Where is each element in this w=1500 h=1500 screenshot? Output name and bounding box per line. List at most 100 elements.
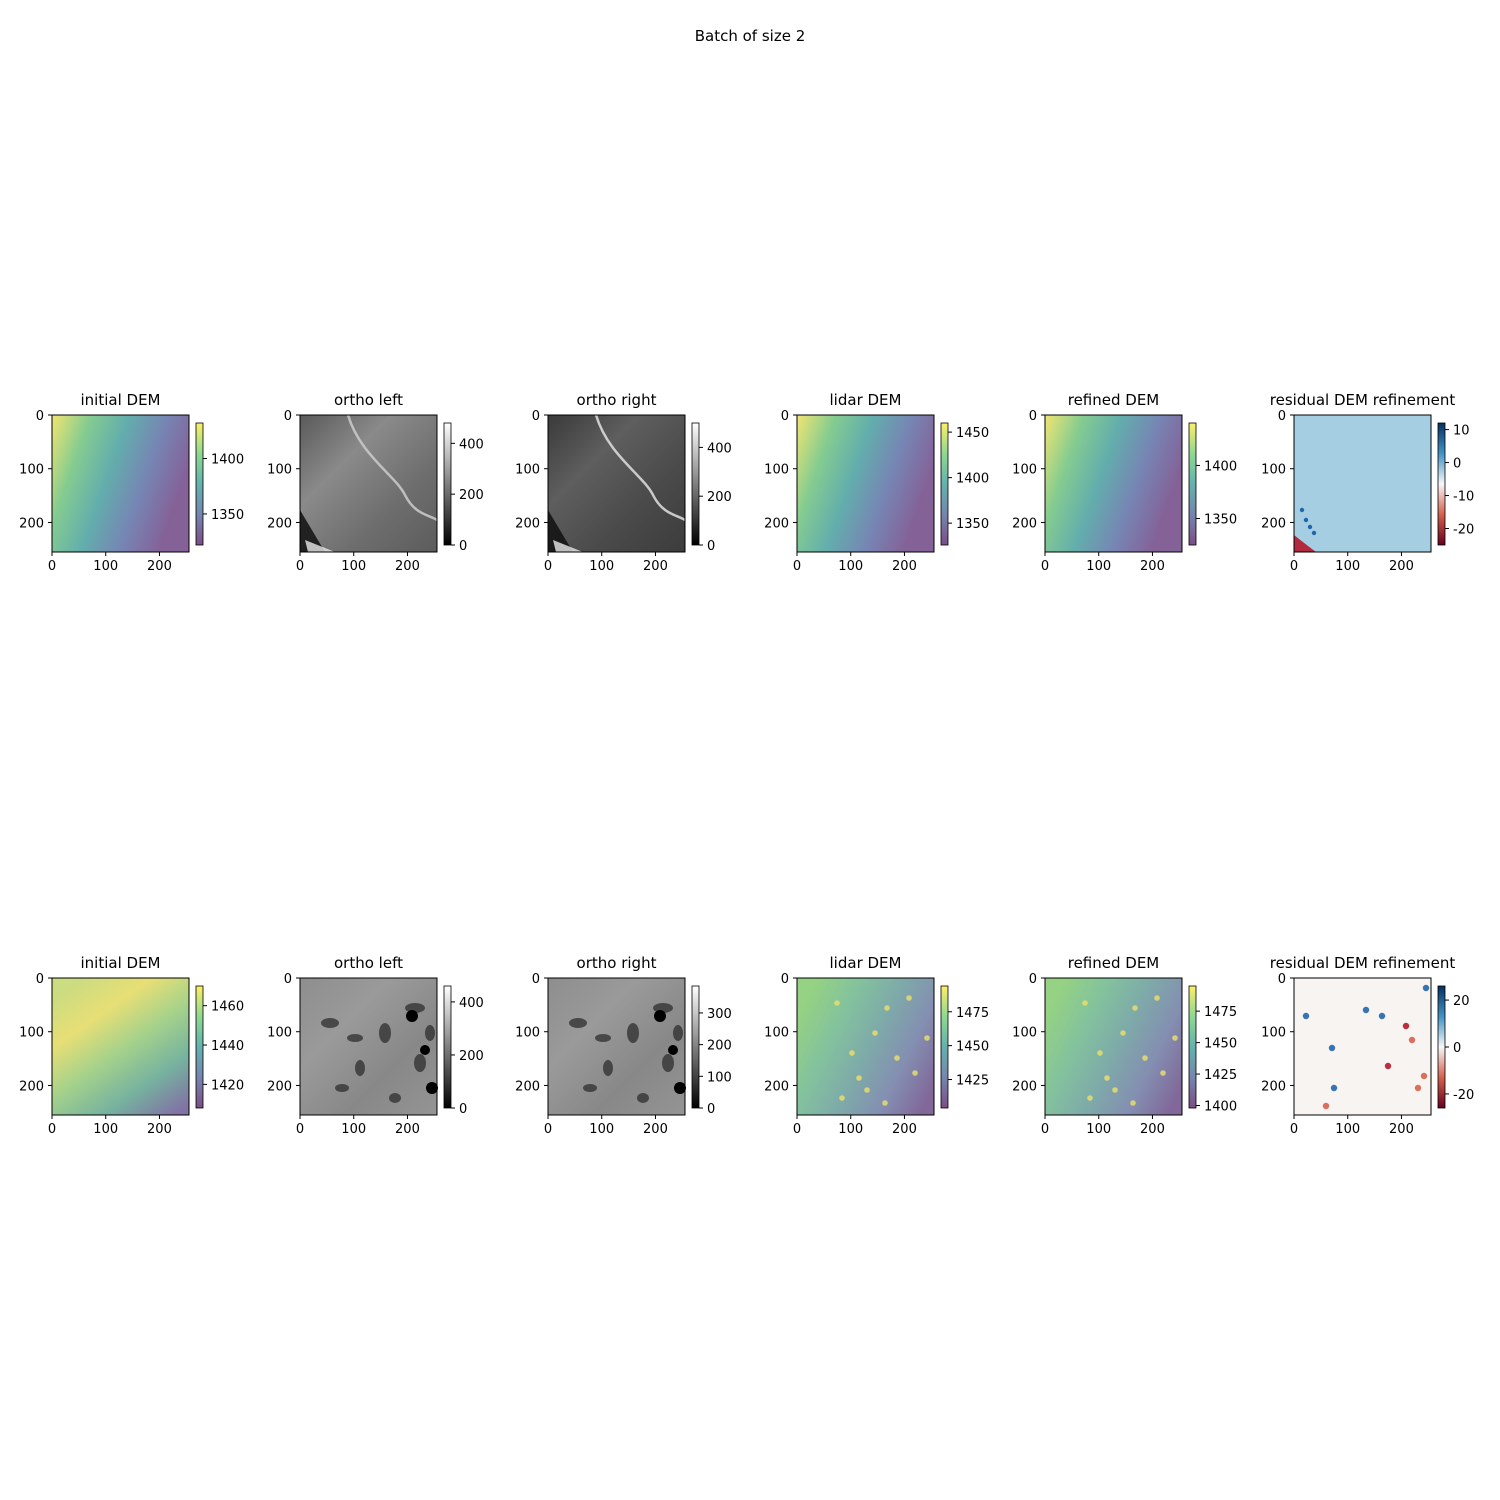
panel-title: refined DEM bbox=[984, 954, 1244, 972]
y-tick-label: 100 bbox=[19, 1026, 44, 1041]
colorbar bbox=[941, 423, 948, 545]
colorbar-tick-label: 1425 bbox=[956, 1074, 989, 1089]
panel-title: lidar DEM bbox=[736, 391, 996, 409]
x-tick-label: 100 bbox=[1335, 559, 1360, 574]
colorbar bbox=[196, 423, 203, 545]
colorbar-tick-label: 100 bbox=[707, 1070, 732, 1085]
colorbar-tick-label: 200 bbox=[707, 490, 732, 505]
y-tick-label: 200 bbox=[515, 1079, 540, 1094]
x-tick-label: 0 bbox=[793, 1122, 801, 1137]
heatmap-panel: 0 100 200 0 100 200 -20 0 20 bbox=[1261, 972, 1474, 1137]
colorbar-tick-label: 200 bbox=[707, 1039, 732, 1054]
y-tick-label: 200 bbox=[19, 516, 44, 531]
y-tick-label: 0 bbox=[36, 409, 44, 424]
colorbar-tick-label: 1475 bbox=[956, 1006, 989, 1021]
y-tick-label: 0 bbox=[532, 409, 540, 424]
heatmap-panel: 0 100 200 0 100 200 1420 1440 1460 bbox=[19, 972, 244, 1137]
panel-title: residual DEM refinement bbox=[1233, 391, 1493, 409]
colorbar bbox=[1189, 423, 1196, 545]
colorbar-tick-label: 1475 bbox=[1204, 1005, 1237, 1020]
colorbar-tick-label: 0 bbox=[707, 539, 715, 554]
heatmap-panel: 0 100 200 0 100 200 1350 1400 bbox=[1012, 409, 1237, 574]
y-tick-label: 200 bbox=[764, 516, 789, 531]
colorbar-tick-label: -20 bbox=[1453, 523, 1474, 538]
x-tick-label: 200 bbox=[643, 559, 668, 574]
colorbar-tick-label: 400 bbox=[459, 996, 484, 1011]
x-tick-label: 200 bbox=[395, 1122, 420, 1137]
colorbar-tick-label: 300 bbox=[707, 1007, 732, 1022]
y-tick-label: 200 bbox=[267, 516, 292, 531]
heatmap-panel: 0 100 2000100200 142514501475 bbox=[764, 972, 989, 1137]
y-tick-label: 0 bbox=[532, 972, 540, 987]
x-tick-label: 0 bbox=[1041, 1122, 1049, 1137]
heatmap-image bbox=[52, 415, 189, 552]
heatmap-image bbox=[548, 978, 685, 1115]
y-tick-label: 0 bbox=[284, 972, 292, 987]
colorbar bbox=[196, 986, 203, 1108]
panel-title: lidar DEM bbox=[736, 954, 996, 972]
colorbar-tick-label: 1350 bbox=[956, 517, 989, 532]
x-tick-label: 100 bbox=[93, 559, 118, 574]
x-tick-label: 100 bbox=[1086, 559, 1111, 574]
x-tick-label: 0 bbox=[1290, 1122, 1298, 1137]
y-tick-label: 100 bbox=[267, 463, 292, 478]
y-tick-label: 100 bbox=[1261, 463, 1286, 478]
x-tick-label: 200 bbox=[147, 559, 172, 574]
colorbar-tick-label: 1420 bbox=[211, 1078, 244, 1093]
x-tick-label: 200 bbox=[892, 559, 917, 574]
x-tick-label: 100 bbox=[1335, 1122, 1360, 1137]
panel-title: initial DEM bbox=[0, 954, 251, 972]
heatmap-image bbox=[52, 978, 189, 1115]
heatmap-image bbox=[548, 415, 685, 552]
x-tick-label: 100 bbox=[589, 1122, 614, 1137]
y-tick-label: 100 bbox=[267, 1026, 292, 1041]
colorbar-tick-label: 400 bbox=[707, 441, 732, 456]
colorbar bbox=[444, 423, 451, 545]
colorbar-tick-label: 1400 bbox=[956, 472, 989, 487]
y-tick-label: 0 bbox=[781, 972, 789, 987]
y-tick-label: 100 bbox=[515, 1026, 540, 1041]
x-tick-label: 100 bbox=[341, 559, 366, 574]
heatmap-panel: 0 100 20001002001400142514501475 bbox=[1012, 972, 1237, 1137]
x-tick-label: 0 bbox=[296, 1122, 304, 1137]
x-tick-label: 0 bbox=[544, 559, 552, 574]
colorbar bbox=[692, 423, 699, 545]
colorbar bbox=[1438, 423, 1445, 545]
y-tick-label: 100 bbox=[764, 463, 789, 478]
colorbar-tick-label: 1440 bbox=[211, 1039, 244, 1054]
panel-title: ortho right bbox=[487, 954, 747, 972]
y-tick-label: 0 bbox=[1029, 972, 1037, 987]
x-tick-label: 0 bbox=[1041, 559, 1049, 574]
colorbar-tick-label: 1425 bbox=[1204, 1068, 1237, 1083]
heatmap-panel: 0 100 20001002000200400 bbox=[515, 409, 732, 574]
x-tick-label: 100 bbox=[1086, 1122, 1111, 1137]
y-tick-label: 100 bbox=[1012, 1026, 1037, 1041]
x-tick-label: 200 bbox=[643, 1122, 668, 1137]
y-tick-label: 0 bbox=[284, 409, 292, 424]
y-tick-label: 200 bbox=[19, 1079, 44, 1094]
heatmap-image bbox=[797, 978, 934, 1115]
colorbar-tick-label: -20 bbox=[1453, 1088, 1474, 1103]
y-tick-label: 200 bbox=[515, 516, 540, 531]
heatmap-panel: 0 100 2000100200 -20-10010 bbox=[1261, 409, 1474, 574]
colorbar-tick-label: 1400 bbox=[1204, 1099, 1237, 1114]
heatmap-image bbox=[1045, 978, 1182, 1115]
panel-title: ortho right bbox=[487, 391, 747, 409]
y-tick-label: 100 bbox=[764, 1026, 789, 1041]
x-tick-label: 100 bbox=[838, 559, 863, 574]
y-tick-label: 0 bbox=[1029, 409, 1037, 424]
colorbar-tick-label: 0 bbox=[707, 1102, 715, 1117]
y-tick-label: 100 bbox=[1261, 1026, 1286, 1041]
x-tick-label: 200 bbox=[395, 559, 420, 574]
x-tick-label: 0 bbox=[48, 559, 56, 574]
x-tick-label: 200 bbox=[1140, 559, 1165, 574]
colorbar-tick-label: 1460 bbox=[211, 1000, 244, 1015]
colorbar bbox=[1189, 986, 1196, 1108]
colorbar-tick-label: 1450 bbox=[956, 1040, 989, 1055]
colorbar-tick-label: 0 bbox=[1453, 457, 1461, 472]
colorbar-tick-label: 20 bbox=[1453, 994, 1470, 1009]
heatmap-panel: 0 100 200 0 100 200 0 100 200 300 bbox=[515, 972, 732, 1137]
panel-title: residual DEM refinement bbox=[1233, 954, 1493, 972]
